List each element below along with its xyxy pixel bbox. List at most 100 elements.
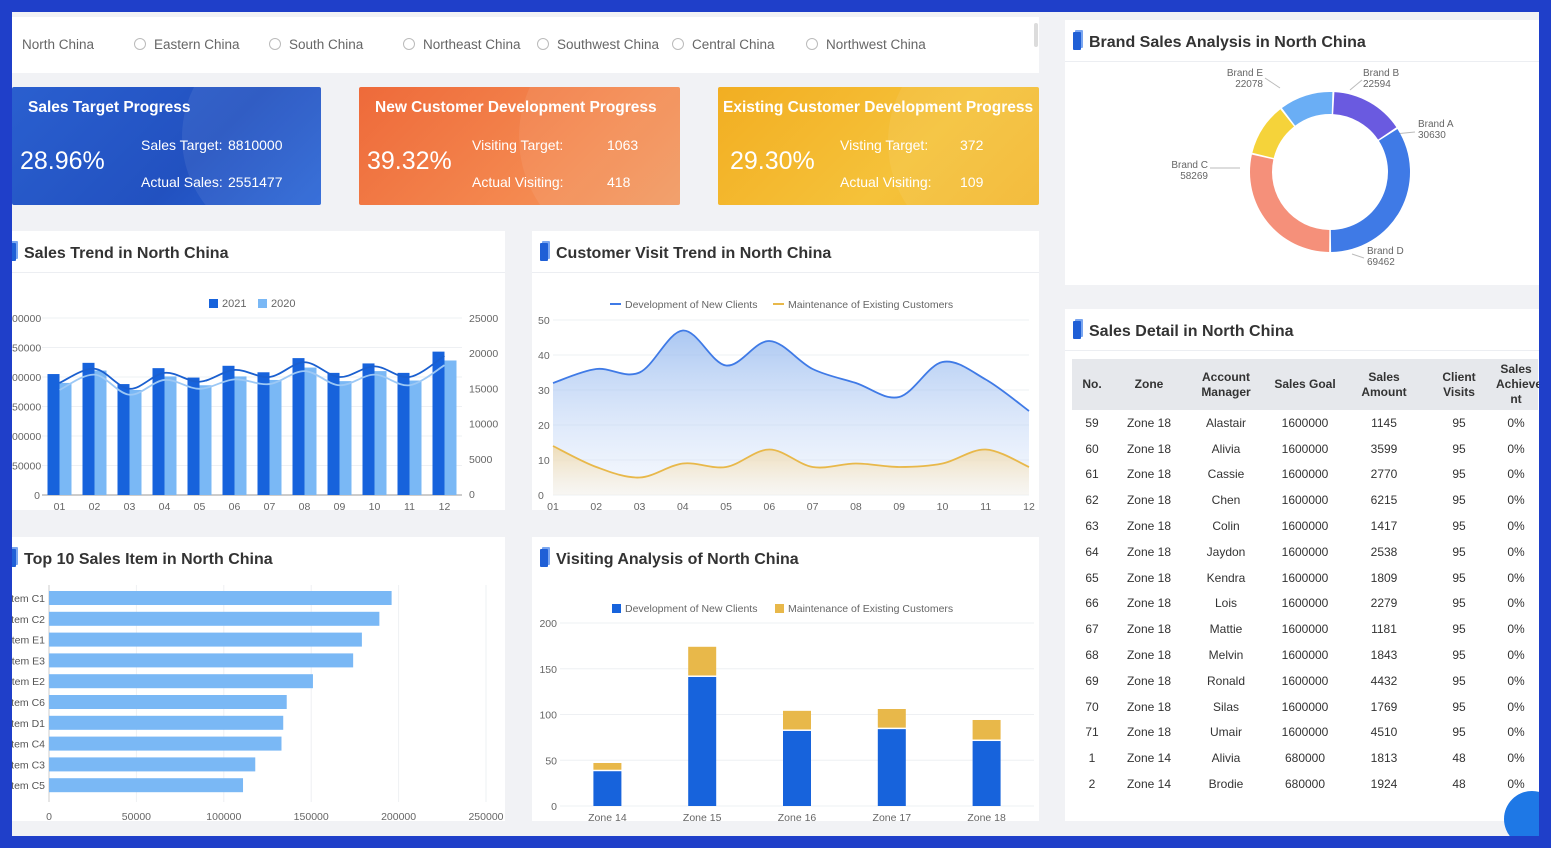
- radio-icon[interactable]: [672, 38, 684, 50]
- bar-existing-customers: [593, 762, 622, 770]
- brand-panel: Brand Sales Analysis in North China Bran…: [1065, 20, 1539, 285]
- table-header-cell[interactable]: Sales Amount: [1344, 359, 1424, 410]
- table-cell: Cassie: [1207, 467, 1245, 482]
- y-tick-label: tem C2: [12, 614, 45, 626]
- region-option[interactable]: Northeast China: [403, 37, 521, 52]
- table-header-cell[interactable]: Account Manager: [1186, 359, 1266, 410]
- table-cell: 69: [1085, 673, 1099, 688]
- bar-2021: [432, 351, 445, 495]
- table-row[interactable]: 62 Zone 18 Chen 1600000 6215 95 0%: [1072, 487, 1538, 513]
- y-tick-label: 150: [539, 664, 557, 676]
- y-tick-label: 100: [539, 710, 557, 722]
- x-tick-label: 03: [634, 501, 646, 510]
- table-row[interactable]: 66 Zone 18 Lois 1600000 2279 95 0%: [1072, 591, 1538, 617]
- radio-icon[interactable]: [537, 38, 549, 50]
- table-header-cell[interactable]: Sales Goal: [1266, 359, 1344, 410]
- table-row[interactable]: 69 Zone 18 Ronald 1600000 4432 95 0%: [1072, 668, 1538, 694]
- table-cell: 1600000: [1281, 570, 1329, 585]
- bar-2021: [117, 384, 130, 495]
- radio-icon[interactable]: [403, 38, 415, 50]
- table-row[interactable]: 61 Zone 18 Cassie 1600000 2770 95 0%: [1072, 462, 1538, 488]
- y-tick-label: 00000: [12, 431, 41, 443]
- bar-existing-customers: [688, 646, 717, 676]
- x-tick-label: 10: [369, 501, 381, 510]
- region-option[interactable]: Northwest China: [806, 37, 926, 52]
- table-row[interactable]: 64 Zone 18 Jaydon 1600000 2538 95 0%: [1072, 539, 1538, 565]
- x-tick-label: 09: [893, 501, 905, 510]
- radio-icon[interactable]: [134, 38, 146, 50]
- table-cell: 70: [1085, 699, 1099, 714]
- table-row[interactable]: 59 Zone 18 Alastair 1600000 1145 95 0%: [1072, 410, 1538, 436]
- line-existing-customers: [552, 445, 1030, 479]
- table-cell: 0%: [1507, 648, 1525, 663]
- x-tick-label: Zone 18: [967, 812, 1006, 821]
- table-cell: Zone 18: [1126, 441, 1172, 456]
- table-cell: Zone 18: [1126, 467, 1172, 482]
- y-tick-label: 30: [538, 385, 550, 397]
- y-right-tick-label: 10000: [469, 419, 498, 431]
- region-option[interactable]: Central China: [672, 37, 775, 52]
- table-cell: 6215: [1370, 493, 1398, 508]
- table-cell: 0%: [1507, 673, 1525, 688]
- table-row[interactable]: 63 Zone 18 Colin 1600000 1417 95 0%: [1072, 513, 1538, 539]
- table-row[interactable]: 1 Zone 14 Alivia 680000 1813 48 0%: [1072, 745, 1538, 771]
- table-cell: 1600000: [1281, 441, 1329, 456]
- table-cell: 0%: [1507, 519, 1525, 534]
- bar-2020: [59, 382, 72, 495]
- table-header-cell[interactable]: No.: [1072, 359, 1112, 410]
- bar: [49, 778, 244, 793]
- table-row[interactable]: 60 Zone 18 Alivia 1600000 3599 95 0%: [1072, 436, 1538, 462]
- table-cell: 1145: [1371, 415, 1397, 430]
- panel-title: Sales Detail in North China: [1089, 323, 1294, 340]
- bar: [49, 695, 287, 709]
- bar-2020: [339, 381, 352, 495]
- radio-icon[interactable]: [269, 38, 281, 50]
- donut-slice: [1252, 109, 1295, 159]
- table-row[interactable]: 71 Zone 18 Umair 1600000 4510 95 0%: [1072, 720, 1538, 746]
- x-tick-label: 11: [980, 501, 991, 510]
- table-row[interactable]: 67 Zone 18 Mattie 1600000 1181 95 0%: [1072, 616, 1538, 642]
- bar-2021: [152, 368, 165, 495]
- table-row[interactable]: 68 Zone 18 Melvin 1600000 1843 95 0%: [1072, 642, 1538, 668]
- region-option[interactable]: Eastern China: [134, 37, 240, 52]
- table-cell: Silas: [1212, 699, 1239, 714]
- region-option[interactable]: North China: [22, 37, 94, 52]
- kpi-actual-label: Actual Visiting:: [840, 174, 932, 190]
- slice-value: 22078: [1235, 79, 1263, 90]
- table-row[interactable]: 70 Zone 18 Silas 1600000 1769 95 0%: [1072, 694, 1538, 720]
- y-tick-label: tem C3: [12, 759, 45, 771]
- table-cell: Zone 18: [1126, 648, 1172, 663]
- dashboard: North China Eastern China South China North…: [12, 12, 1539, 836]
- kpi-new-customer: New Customer Development Progress 39.32%…: [359, 87, 680, 205]
- kpi-actual-value: 418: [607, 174, 631, 190]
- area-existing-customers: [553, 446, 1029, 495]
- kpi-title: Sales Target Progress: [28, 99, 191, 116]
- table-header-cell[interactable]: Sales Achieve nt: [1494, 359, 1539, 410]
- table-cell: 1813: [1370, 751, 1398, 766]
- table-row[interactable]: 65 Zone 18 Kendra 1600000 1809 95 0%: [1072, 565, 1538, 591]
- table-header-cell[interactable]: Client Visits: [1424, 359, 1494, 410]
- table-cell: 2538: [1370, 544, 1398, 559]
- y-tick-label: tem E3: [12, 655, 45, 667]
- table-cell: 95: [1452, 648, 1466, 663]
- table-cell: Zone 18: [1126, 570, 1172, 585]
- table-cell: 0%: [1507, 441, 1525, 456]
- y-tick-label: tem C6: [12, 697, 45, 709]
- table-cell: 62: [1085, 493, 1099, 508]
- table-cell: 1600000: [1281, 699, 1329, 714]
- scrollbar[interactable]: [1034, 23, 1038, 47]
- table-cell: 0%: [1507, 777, 1525, 792]
- slice-label: Brand D: [1367, 246, 1404, 257]
- region-option[interactable]: South China: [269, 37, 363, 52]
- region-label: Southwest China: [557, 37, 660, 52]
- bar-2021: [222, 365, 235, 495]
- radio-icon[interactable]: [806, 38, 818, 50]
- table-cell: 680000: [1284, 751, 1326, 766]
- y-right-tick-label: 20000: [469, 348, 498, 360]
- table-header-cell[interactable]: Zone: [1112, 359, 1186, 410]
- table-row[interactable]: 2 Zone 14 Brodie 680000 1924 48 0%: [1072, 771, 1538, 797]
- kpi-actual-value: 2551477: [228, 174, 283, 190]
- section-marker-icon: [540, 549, 548, 567]
- region-option[interactable]: Southwest China: [537, 37, 659, 52]
